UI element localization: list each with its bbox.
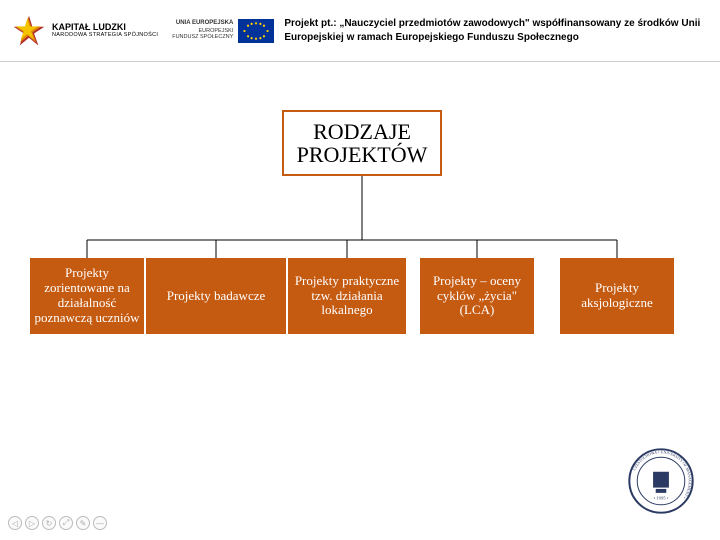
logo-kapital-ludzki: KAPITAŁ LUDZKI NARODOWA STRATEGIA SPÓJNO… (12, 14, 158, 48)
logo-eu: UNIA EUROPEJSKA EUROPEJSKI FUNDUSZ SPOŁE… (172, 19, 274, 43)
kl-text: KAPITAŁ LUDZKI NARODOWA STRATEGIA SPÓJNO… (52, 23, 158, 39)
kl-star-icon (12, 14, 46, 48)
slide-controls: ◁ ▷ ↻ ⤢ ✎ — (8, 516, 107, 530)
eu-line2: EUROPEJSKI (172, 28, 233, 35)
eu-text: UNIA EUROPEJSKA EUROPEJSKI FUNDUSZ SPOŁE… (172, 20, 233, 40)
eu-flag-icon (238, 19, 274, 43)
child-label-3: Projekty – oceny cyklów „życia" (LCA) (424, 274, 530, 319)
control-edit[interactable]: ✎ (76, 516, 90, 530)
org-chart: RODZAJE PROJEKTÓW Projekty zorientowane … (0, 110, 720, 410)
child-node-0: Projekty zorientowane na działalność poz… (30, 258, 144, 334)
child-label-4: Projekty aksjologiczne (564, 281, 670, 311)
child-node-1: Projekty badawcze (146, 258, 286, 334)
svg-text:• 1995 •: • 1995 • (654, 495, 669, 500)
child-label-1: Projekty badawcze (167, 289, 266, 304)
control-minus[interactable]: — (93, 516, 107, 530)
eu-line3: FUNDUSZ SPOŁECZNY (172, 34, 233, 41)
root-label: RODZAJE PROJEKTÓW (288, 120, 436, 166)
control-fullscreen[interactable]: ⤢ (59, 516, 73, 530)
child-node-3: Projekty – oceny cyklów „życia" (LCA) (420, 258, 534, 334)
child-label-0: Projekty zorientowane na działalność poz… (34, 266, 140, 326)
child-node-2: Projekty praktyczne tzw. działania lokal… (288, 258, 406, 334)
project-title: Projekt pt.: „Nauczyciel przedmiotów zaw… (274, 17, 708, 44)
university-seal-icon: CZESTOCHOWA • UNIVERSITY OF MANAGEMENT •… (628, 448, 694, 514)
kl-sub: NARODOWA STRATEGIA SPÓJNOŚCI (52, 32, 158, 38)
header-band: KAPITAŁ LUDZKI NARODOWA STRATEGIA SPÓJNO… (0, 0, 720, 62)
control-next[interactable]: ▷ (25, 516, 39, 530)
child-label-2: Projekty praktyczne tzw. działania lokal… (292, 274, 402, 319)
control-refresh[interactable]: ↻ (42, 516, 56, 530)
control-prev[interactable]: ◁ (8, 516, 22, 530)
eu-line1: UNIA EUROPEJSKA (172, 20, 233, 27)
kl-main: KAPITAŁ LUDZKI (52, 23, 158, 33)
root-node: RODZAJE PROJEKTÓW (282, 110, 442, 176)
child-node-4: Projekty aksjologiczne (560, 258, 674, 334)
